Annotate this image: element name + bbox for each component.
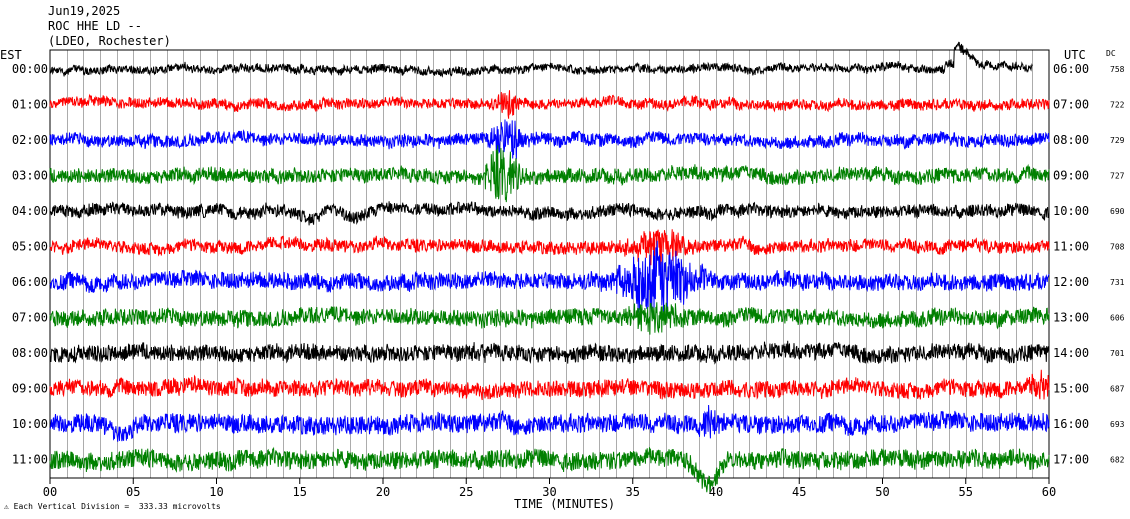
trace-hour-0000 [49, 41, 1033, 78]
utc-axis-title: UTC [1064, 48, 1086, 62]
dc-offset-label: 690 [1110, 207, 1125, 216]
utc-hour-label: 17:00 [1053, 453, 1089, 467]
dc-offset-label: 682 [1110, 456, 1125, 465]
est-hour-label: 03:00 [12, 169, 48, 183]
est-hour-label: 01:00 [12, 98, 48, 112]
network-label: (LDEO, Rochester) [48, 34, 171, 48]
dc-offset-label: 729 [1110, 136, 1125, 145]
scale-note: ⚠ Each Vertical Division = 333.33 microv… [4, 502, 221, 511]
x-tick-label: 20 [376, 485, 390, 499]
utc-hour-label: 11:00 [1053, 240, 1089, 254]
est-hour-label: 07:00 [12, 311, 48, 325]
trace-hour-0700 [49, 302, 1050, 335]
utc-hour-label: 12:00 [1053, 275, 1089, 289]
x-tick-label: 00 [43, 485, 57, 499]
dc-offset-label: 708 [1110, 243, 1125, 252]
est-hour-label: 04:00 [12, 204, 48, 218]
x-tick-label: 55 [959, 485, 973, 499]
dc-offset-label: 731 [1110, 278, 1125, 287]
x-tick-label: 05 [126, 485, 140, 499]
utc-hour-label: 06:00 [1053, 62, 1089, 76]
dc-offset-label: 727 [1110, 172, 1125, 181]
dc-offset-label: 606 [1110, 314, 1125, 323]
utc-hour-label: 13:00 [1053, 311, 1089, 325]
est-hour-label: 09:00 [12, 382, 48, 396]
utc-hour-label: 15:00 [1053, 382, 1089, 396]
dc-offset-label: 722 [1110, 101, 1125, 110]
est-hour-label: 02:00 [12, 133, 48, 147]
dc-axis-title: DC [1106, 49, 1116, 58]
trace-hour-1000 [49, 404, 1050, 442]
x-tick-label: 35 [626, 485, 640, 499]
trace-hour-0500 [49, 229, 1050, 266]
x-axis-title: TIME (MINUTES) [514, 497, 616, 511]
x-tick-label: 30 [542, 485, 556, 499]
est-hour-label: 11:00 [12, 453, 48, 467]
date-label: Jun19,2025 [48, 4, 121, 18]
plot-frame [49, 49, 1050, 479]
est-hour-label: 08:00 [12, 346, 48, 360]
est-axis-title: EST [0, 48, 22, 62]
dc-offset-label: 687 [1110, 385, 1125, 394]
utc-hour-label: 07:00 [1053, 98, 1089, 112]
trace-hour-0300 [49, 145, 1050, 203]
x-tick-label: 15 [293, 485, 307, 499]
x-tick-label: 40 [709, 485, 723, 499]
est-hour-label: 06:00 [12, 275, 48, 289]
est-hour-label: 00:00 [12, 62, 48, 76]
dc-offset-label: 701 [1110, 349, 1125, 358]
scale-note-text: Each Vertical Division = 333.33 microvol… [13, 502, 221, 511]
x-tick-label: 25 [459, 485, 473, 499]
trace-hour-1100 [49, 446, 1050, 493]
trace-hour-0100 [49, 90, 1050, 119]
trace-hour-0200 [49, 119, 1050, 160]
trace-hour-0400 [49, 201, 1050, 226]
utc-hour-label: 08:00 [1053, 133, 1089, 147]
x-tick-label: 60 [1042, 485, 1056, 499]
station-label: ROC HHE LD -- [48, 19, 142, 33]
x-tick-label: 10 [209, 485, 223, 499]
dc-offset-label: 758 [1110, 65, 1125, 74]
est-hour-label: 05:00 [12, 240, 48, 254]
trace-hour-0900 [49, 369, 1050, 401]
utc-hour-label: 14:00 [1053, 346, 1089, 360]
dc-offset-label: 693 [1110, 420, 1125, 429]
trace-hour-0600 [49, 240, 1050, 315]
utc-hour-label: 09:00 [1053, 169, 1089, 183]
trace-hour-0800 [49, 340, 1050, 365]
est-hour-label: 10:00 [12, 417, 48, 431]
utc-hour-label: 16:00 [1053, 417, 1089, 431]
x-tick-label: 50 [875, 485, 889, 499]
x-tick-label: 45 [792, 485, 806, 499]
utc-hour-label: 10:00 [1053, 204, 1089, 218]
